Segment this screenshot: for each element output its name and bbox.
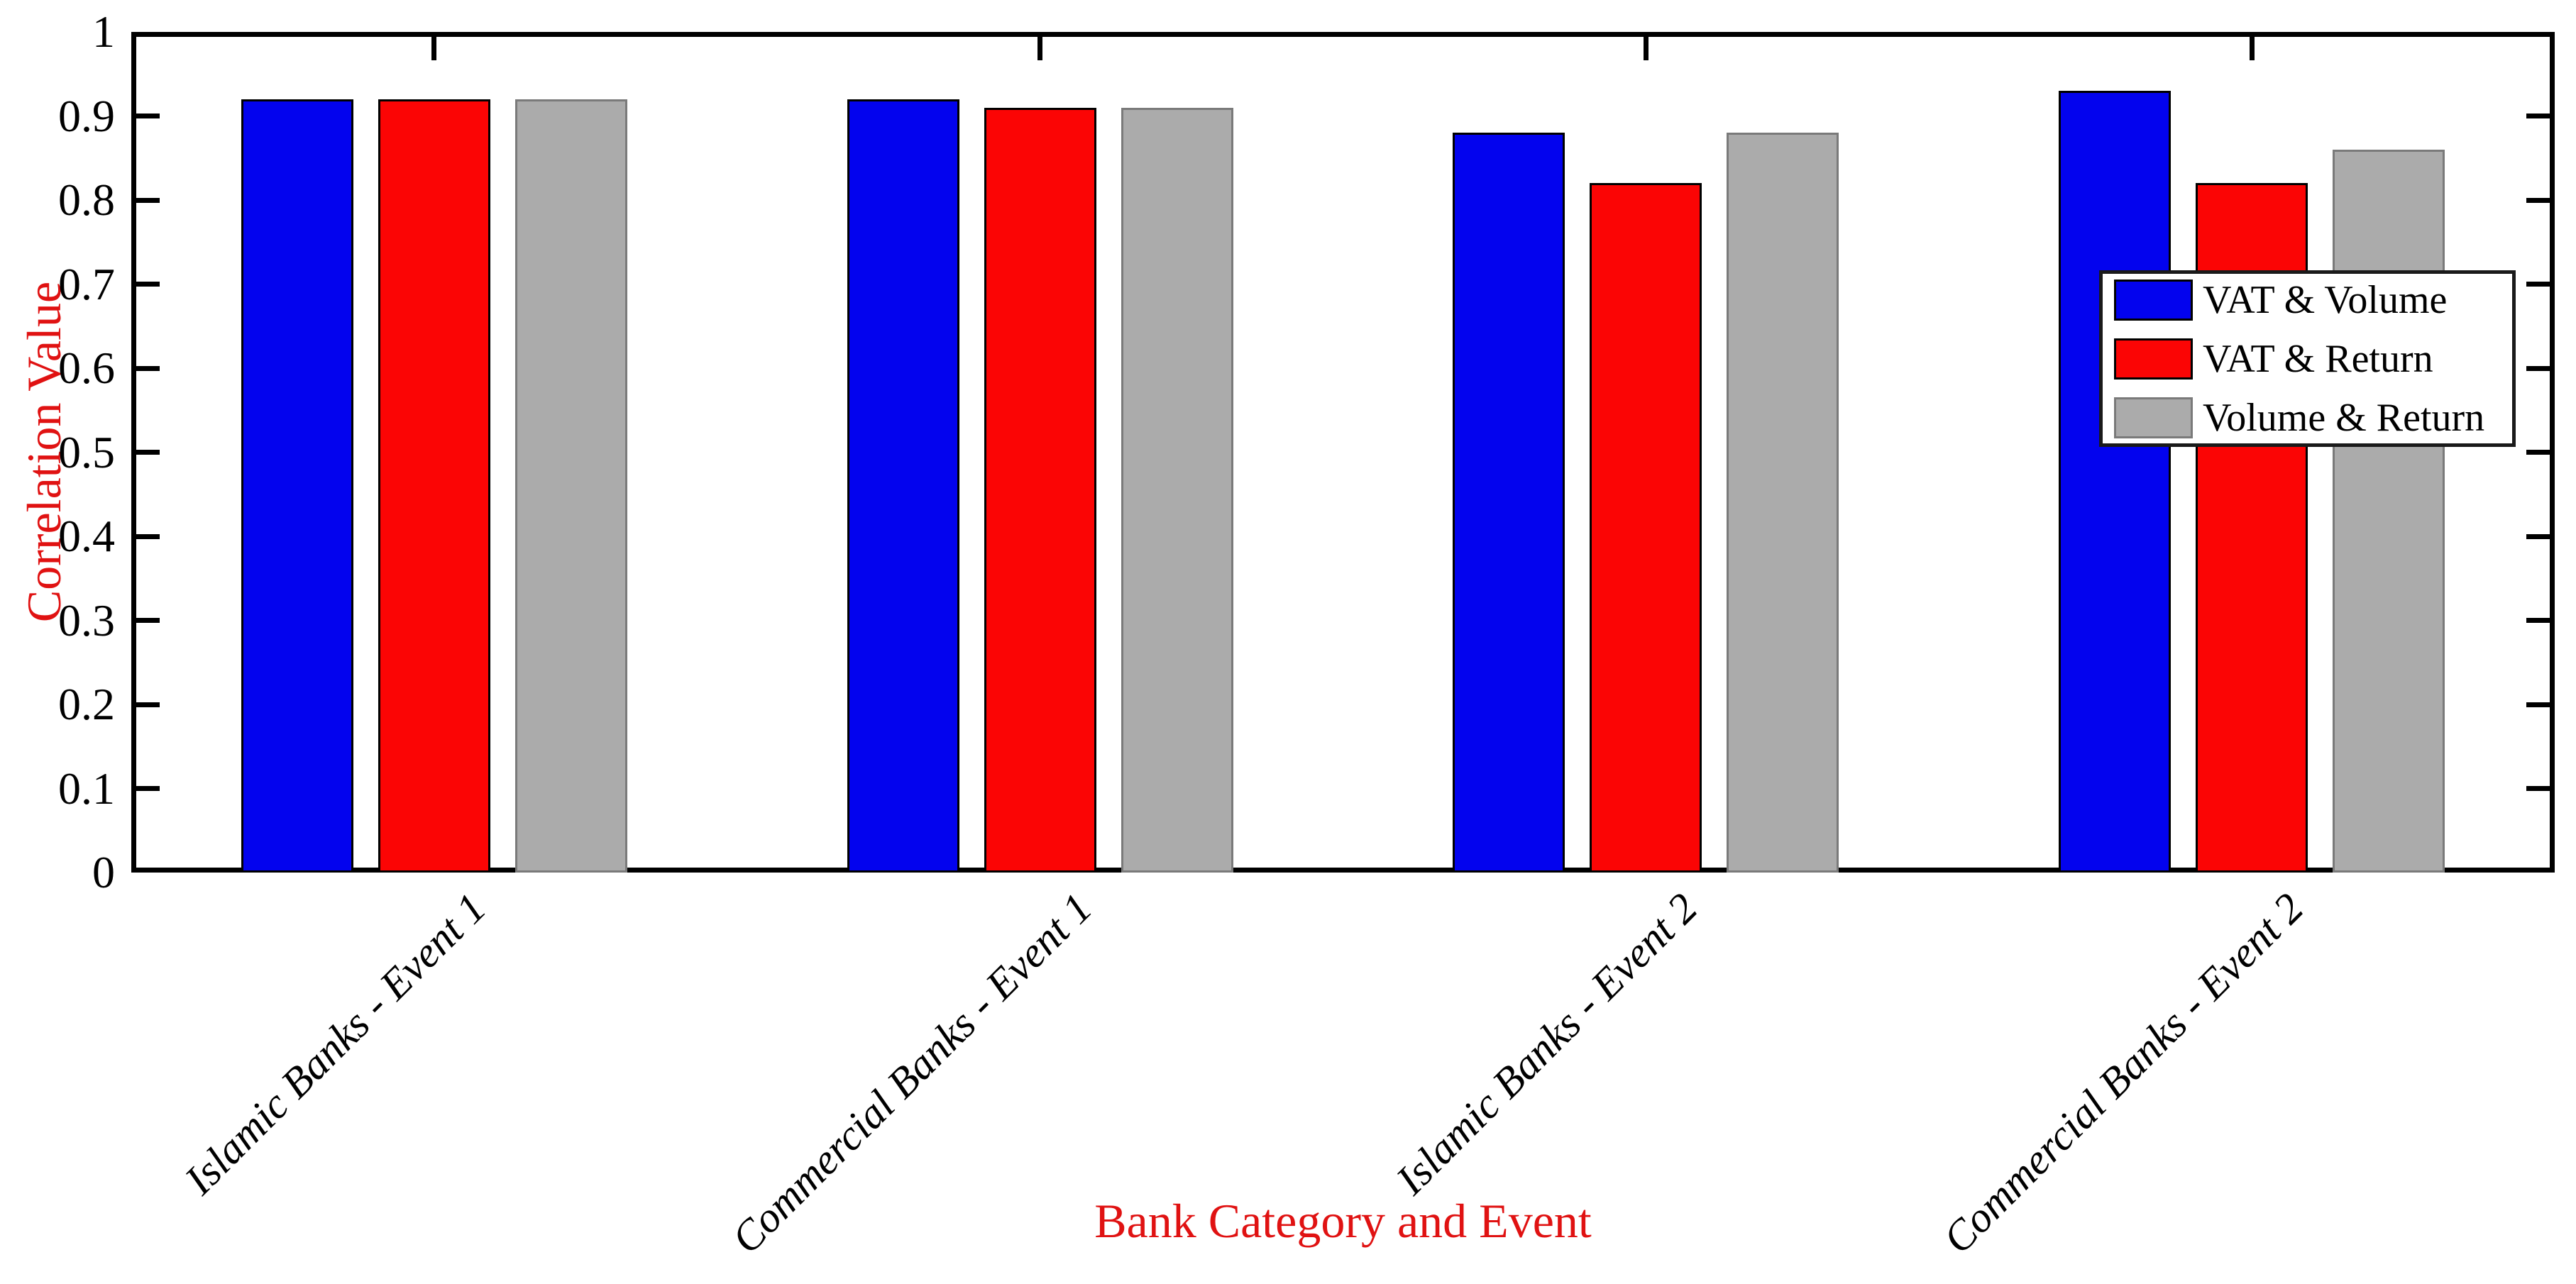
bar (847, 99, 959, 873)
x-tick-top (2249, 32, 2255, 60)
legend-row: VAT & Volume (2114, 270, 2512, 329)
bar (2059, 90, 2172, 873)
legend-swatch (2114, 338, 2193, 380)
y-tick-right (2526, 282, 2555, 287)
y-tick-left (131, 533, 160, 539)
y-tick-right (2526, 114, 2555, 118)
y-tick-label: 0.7 (58, 258, 115, 309)
y-tick-left (131, 197, 160, 203)
bar (1590, 183, 1702, 873)
legend-row: Volume & Return (2114, 388, 2512, 447)
y-tick-right (2526, 365, 2555, 371)
bar (984, 107, 1096, 873)
y-tick-label: 0.5 (58, 426, 115, 477)
plot-area: VAT & Volume VAT & Return Volume & Return (131, 32, 2555, 873)
y-tick-right (2526, 450, 2555, 455)
legend-label: VAT & Return (2203, 336, 2433, 381)
x-tick-top (1037, 32, 1043, 60)
bar (514, 99, 627, 873)
y-tick-label: 1 (92, 6, 115, 57)
legend-rows: VAT & Volume VAT & Return Volume & Return (2114, 270, 2512, 447)
x-tick-top (1643, 32, 1648, 60)
bar (1727, 133, 1839, 873)
legend-swatch (2114, 279, 2193, 321)
legend-label: VAT & Volume (2203, 277, 2448, 322)
bar (2333, 149, 2445, 873)
y-tick-right (2526, 197, 2555, 203)
axis-bottom-edge (131, 868, 2555, 873)
x-tick-top (431, 32, 437, 60)
y-tick-right (2526, 533, 2555, 539)
legend-row: VAT & Return (2114, 329, 2512, 388)
y-tick-left (131, 702, 160, 707)
y-tick-right (2526, 618, 2555, 623)
y-tick-left (131, 365, 160, 371)
y-tick-label: 0.2 (58, 679, 115, 729)
y-tick-label: 0.9 (58, 90, 115, 141)
y-tick-right (2526, 786, 2555, 791)
y-tick-label: 0 (92, 847, 115, 897)
y-tick-label: 0.4 (58, 511, 115, 561)
y-tick-right (2526, 702, 2555, 707)
y-tick-label: 0.3 (58, 594, 115, 646)
x-axis-label: Bank Category and Event (1094, 1194, 1592, 1248)
y-tick-label: 0.8 (58, 175, 115, 225)
legend-swatch (2114, 397, 2193, 438)
y-tick-label: 0.6 (58, 343, 115, 393)
y-tick-left (131, 618, 160, 623)
bar (1121, 107, 1233, 873)
y-tick-left (131, 282, 160, 287)
y-tick-label: 0.1 (58, 763, 115, 814)
y-tick-left (131, 450, 160, 455)
bar (1453, 133, 1565, 873)
bar (241, 99, 353, 873)
axis-top-edge (131, 32, 2555, 37)
bar (378, 99, 490, 873)
legend: VAT & Volume VAT & Return Volume & Return (2099, 270, 2516, 447)
y-tick-left (131, 114, 160, 118)
legend-label: Volume & Return (2203, 395, 2485, 440)
y-tick-left (131, 786, 160, 791)
